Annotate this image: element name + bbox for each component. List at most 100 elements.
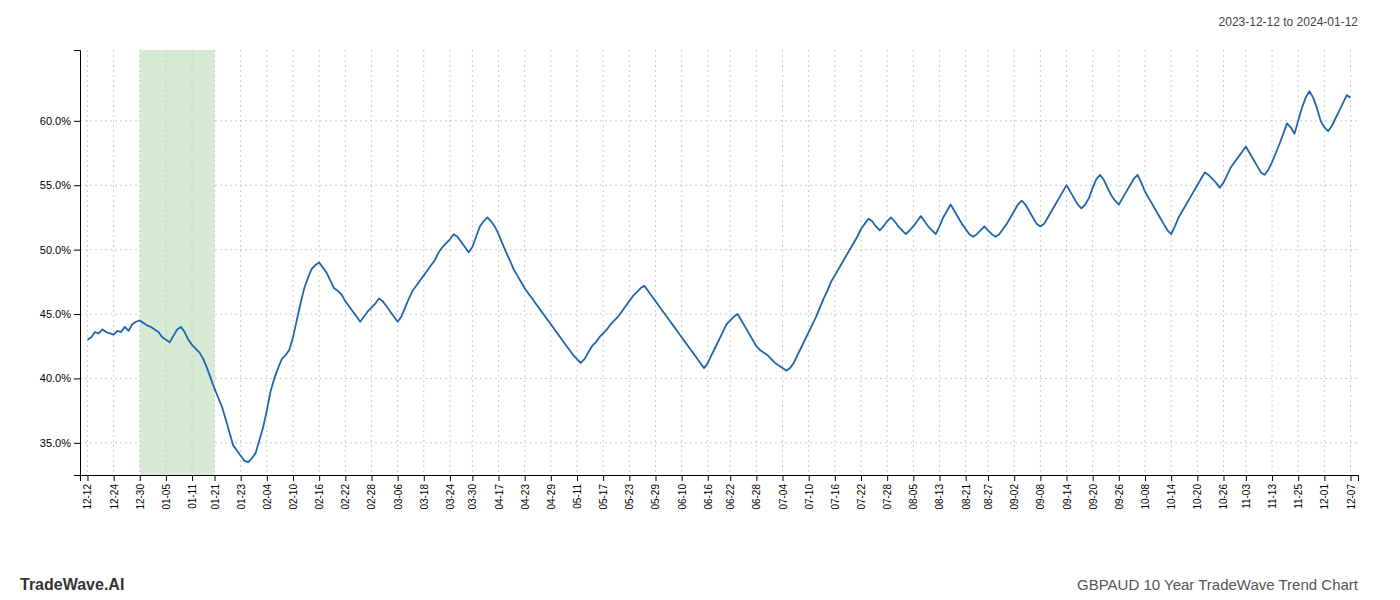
x-grid-line	[681, 50, 682, 475]
x-tick: 12-24	[109, 475, 120, 510]
chart-svg: 35.0%40.0%45.0%50.0%55.0%60.0%12-1212-24…	[0, 0, 1400, 600]
x-tick-label: 02-10	[288, 484, 299, 510]
x-tick: 10-14	[1166, 475, 1177, 510]
x-tick: 04-29	[546, 475, 557, 510]
x-tick-label: 07-16	[830, 484, 841, 510]
y-tick: 35.0%	[40, 437, 80, 449]
x-tick-label: 03-24	[445, 484, 456, 510]
x-grid-line	[293, 50, 294, 475]
y-tick-label: 60.0%	[40, 115, 71, 127]
x-tick-label: 10-14	[1166, 484, 1177, 510]
x-tick: 08-21	[961, 475, 972, 510]
x-tick: 06-10	[677, 475, 688, 510]
x-tick-mark	[398, 475, 399, 481]
x-tick-mark	[988, 475, 989, 481]
x-tick-mark	[241, 475, 242, 481]
x-tick-label: 01-23	[236, 484, 247, 510]
x-grid-line	[449, 50, 450, 475]
y-tick-label: 50.0%	[40, 244, 71, 256]
x-tick-label: 10-26	[1218, 484, 1229, 510]
x-tick: 02-28	[366, 475, 377, 510]
x-tick-label: 07-22	[856, 484, 867, 510]
y-tick: 60.0%	[40, 115, 80, 127]
x-tick-label: 04-23	[520, 484, 531, 510]
x-tick-label: 12-01	[1319, 484, 1330, 510]
x-grid-line	[1197, 50, 1198, 475]
x-grid-line	[603, 50, 604, 475]
x-tick-mark	[1351, 475, 1352, 481]
chart-container: 35.0%40.0%45.0%50.0%55.0%60.0%12-1212-24…	[0, 0, 1400, 600]
x-tick-label: 01-21	[210, 484, 221, 510]
x-tick-label: 09-08	[1035, 484, 1046, 510]
x-tick: 03-06	[393, 475, 404, 510]
x-tick-mark	[1223, 475, 1224, 481]
x-tick-label: 05-11	[572, 484, 583, 509]
x-grid-line	[887, 50, 888, 475]
y-grid-line	[80, 185, 1358, 186]
x-tick-mark	[293, 475, 294, 481]
x-tick-mark	[835, 475, 836, 481]
x-tick: 02-10	[288, 475, 299, 510]
x-tick-label: 12-12	[82, 484, 93, 510]
x-tick: 05-29	[650, 475, 661, 510]
x-tick-label: 02-16	[314, 484, 325, 510]
x-tick-mark	[887, 475, 888, 481]
x-grid-line	[861, 50, 862, 475]
x-tick-mark	[939, 475, 940, 481]
x-tick-mark	[603, 475, 604, 481]
x-grid-line	[214, 50, 215, 475]
x-tick-mark	[1014, 475, 1015, 481]
x-tick: 11-03	[1241, 475, 1252, 509]
x-grid-line	[1324, 50, 1325, 475]
highlight-region	[140, 50, 215, 475]
data-layer	[87, 50, 1350, 475]
x-tick: 12-07	[1346, 475, 1357, 510]
x-grid-line	[113, 50, 114, 475]
y-tick-label: 35.0%	[40, 437, 71, 449]
x-tick-mark	[525, 475, 526, 481]
x-tick-mark	[730, 475, 731, 481]
y-tick-mark	[74, 443, 80, 444]
x-grid-line	[1066, 50, 1067, 475]
x-tick: 09-26	[1114, 475, 1125, 510]
x-tick: 06-22	[725, 475, 736, 510]
x-grid-line	[1272, 50, 1273, 475]
x-tick-label: 07-10	[804, 484, 815, 510]
x-tick-mark	[215, 475, 216, 481]
x-grid-line	[988, 50, 989, 475]
x-tick-mark	[708, 475, 709, 481]
x-tick-label: 05-17	[598, 484, 609, 510]
x-tick-mark	[345, 475, 346, 481]
x-tick: 09-08	[1035, 475, 1046, 510]
x-tick-mark	[1093, 475, 1094, 481]
y-tick: 45.0%	[40, 308, 80, 320]
x-tick: 08-13	[934, 475, 945, 510]
x-tick-label: 05-29	[650, 484, 661, 510]
x-tick-label: 07-28	[882, 484, 893, 510]
x-grid-line	[1040, 50, 1041, 475]
x-tick-mark	[450, 475, 451, 481]
x-tick-mark	[424, 475, 425, 481]
x-tick-mark	[166, 475, 167, 481]
x-grid-line	[371, 50, 372, 475]
y-tick-mark	[74, 121, 80, 122]
x-tick-mark	[966, 475, 967, 481]
plot-area: 35.0%40.0%45.0%50.0%55.0%60.0%12-1212-24…	[40, 50, 1359, 510]
x-grid-line	[550, 50, 551, 475]
x-tick-label: 05-23	[624, 484, 635, 510]
x-tick: 07-04	[778, 475, 789, 510]
x-tick: 12-30	[135, 475, 146, 510]
x-tick: 07-28	[882, 475, 893, 510]
annotation: TradeWave.AI	[20, 576, 124, 593]
title: GBPAUD 10 Year TradeWave Trend Chart	[1077, 576, 1359, 593]
x-tick: 11-25	[1293, 475, 1304, 509]
x-grid-line	[87, 50, 88, 475]
y-grid-line	[80, 120, 1358, 121]
x-tick-label: 02-04	[262, 484, 273, 510]
x-tick-mark	[1171, 475, 1172, 481]
x-grid-line	[1118, 50, 1119, 475]
trend-line	[87, 91, 1350, 462]
x-tick: 02-16	[314, 475, 325, 510]
x-tick-label: 09-26	[1114, 484, 1125, 510]
y-grid-line	[80, 314, 1358, 315]
